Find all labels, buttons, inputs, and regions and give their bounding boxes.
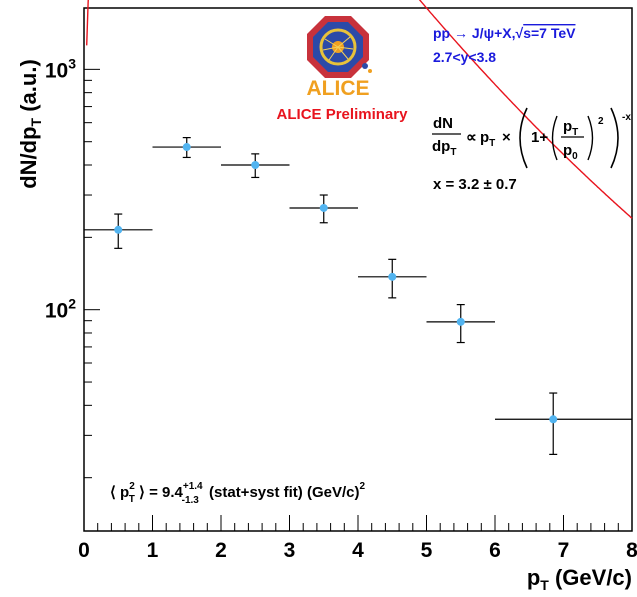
- preliminary-label: ALICE Preliminary: [277, 106, 409, 123]
- formula-one-plus: 1+: [531, 129, 548, 146]
- y-tick-label-base: 10: [45, 59, 68, 82]
- x-tick-label: 7: [558, 539, 570, 562]
- y-tick-label: 103: [45, 55, 76, 82]
- x-axis-title-main: p: [527, 565, 540, 590]
- data-marker: [456, 317, 465, 326]
- x-tick-label: 2: [215, 539, 227, 562]
- data-marker: [319, 203, 328, 212]
- mean-t: T: [129, 494, 135, 505]
- process-energy: s=7 TeV: [523, 25, 576, 41]
- process-sqrt: √: [516, 25, 524, 41]
- mean-close: ⟩: [139, 484, 145, 501]
- x-axis-title-sub: T: [540, 577, 549, 593]
- process-label: pp → J/ψ+X,√s=7 TeV: [433, 25, 576, 41]
- logo-text: ALICE: [307, 77, 370, 100]
- data-point: [289, 194, 358, 224]
- data-point: [495, 392, 632, 455]
- x-tick-label: 4: [352, 539, 364, 562]
- axis-ticks: [83, 68, 633, 531]
- process-pp: pp: [433, 25, 450, 41]
- formula-sq: 2: [598, 116, 604, 127]
- x-tick-label: 3: [284, 539, 296, 562]
- y-axis-title-unit: (a.u.): [16, 59, 41, 118]
- mean-open: ⟨: [110, 484, 116, 501]
- mean-minus: -1.3: [182, 495, 200, 506]
- x-axis-title-unit: (GeV/c): [549, 565, 632, 590]
- y-tick-label: 102: [45, 296, 76, 323]
- formula-dpt: dpT: [432, 138, 456, 158]
- mean-rest: (stat+syst fit) (GeV/c): [209, 484, 359, 501]
- data-points: [84, 137, 632, 455]
- mean-plus: +1.4: [183, 481, 203, 492]
- formula-inner-pt: pT: [563, 118, 578, 138]
- formula-paren-left: [551, 115, 558, 161]
- data-marker: [182, 143, 191, 152]
- mean-value: = 9.4: [149, 484, 183, 501]
- formula-inner-p: p: [563, 118, 572, 135]
- y-tick-label-exp: 2: [68, 296, 76, 312]
- data-point: [358, 258, 427, 299]
- mean-unit-sq: 2: [359, 481, 365, 492]
- formula-big-paren-left: [519, 107, 528, 169]
- data-point: [84, 213, 153, 249]
- formula-prop: ∝: [466, 129, 477, 146]
- formula-p0: p: [563, 142, 572, 159]
- x-tick-label: 8: [626, 539, 637, 562]
- formula-paren-right: [587, 115, 594, 161]
- process-final: J/ψ+X,: [472, 25, 516, 41]
- x-err: 0.7: [496, 176, 517, 193]
- formula-big-paren-right: [610, 107, 619, 169]
- y-axis-title-main: dN/dp: [16, 126, 41, 188]
- logo-dot: [362, 63, 368, 69]
- formula-inner-p0: p0: [563, 142, 578, 162]
- x-pm: ±: [483, 176, 491, 193]
- x-fit-value: x = 3.2 ± 0.7: [433, 176, 517, 193]
- formula-dp-sub: T: [450, 147, 456, 158]
- alice-logo: ALICE: [307, 16, 372, 100]
- x-axis-title: pT (GeV/c): [527, 565, 632, 593]
- formula-pt: pT: [480, 129, 495, 149]
- data-marker: [251, 160, 260, 169]
- x-tick-label: 6: [489, 539, 501, 562]
- data-marker: [549, 415, 558, 424]
- mean-pt2-label: ⟨ p2 T ⟩ = 9.4+1.4 -1.3 (stat+syst fit) (G…: [110, 481, 365, 507]
- formula-p0-sub: 0: [572, 151, 578, 162]
- y-axis-title-sub: T: [28, 117, 44, 126]
- formula-inner-p-sub: T: [572, 127, 578, 138]
- fit-formula: dN dpT ∝ pT × 1+ pT p0 2 -x: [432, 107, 631, 169]
- formula-dn: dN: [433, 115, 453, 132]
- formula-p: p: [480, 129, 489, 146]
- data-point: [426, 303, 495, 344]
- y-axis-title: dN/dpT (a.u.): [16, 59, 44, 189]
- formula-dp: dp: [432, 138, 450, 155]
- data-marker: [388, 272, 397, 281]
- x-tick-label: 1: [147, 539, 159, 562]
- logo-ring: [319, 28, 357, 66]
- y-tick-label-base: 10: [45, 300, 68, 323]
- formula-minus-x: -x: [622, 112, 631, 123]
- formula-times: ×: [502, 129, 511, 146]
- rapidity-label: 2.7<y<3.8: [433, 49, 496, 65]
- x-tick-label: 0: [78, 539, 90, 562]
- mean-p: p: [120, 484, 129, 501]
- formula-p-sub: T: [489, 138, 495, 149]
- logo-rays: [322, 36, 354, 61]
- data-point: [152, 137, 221, 159]
- mean-sq: 2: [129, 481, 135, 492]
- data-point: [221, 153, 290, 179]
- x-fit: x = 3.2: [433, 176, 479, 193]
- fit-curve: [86, 0, 633, 219]
- data-marker: [114, 225, 123, 234]
- x-tick-labels: 0 1 2 3 4 5 6 7 8: [78, 539, 637, 562]
- logo-dot-orange: [368, 69, 372, 73]
- process-arrow: →: [454, 25, 468, 41]
- y-tick-label-exp: 3: [68, 55, 76, 71]
- x-tick-label: 5: [421, 539, 433, 562]
